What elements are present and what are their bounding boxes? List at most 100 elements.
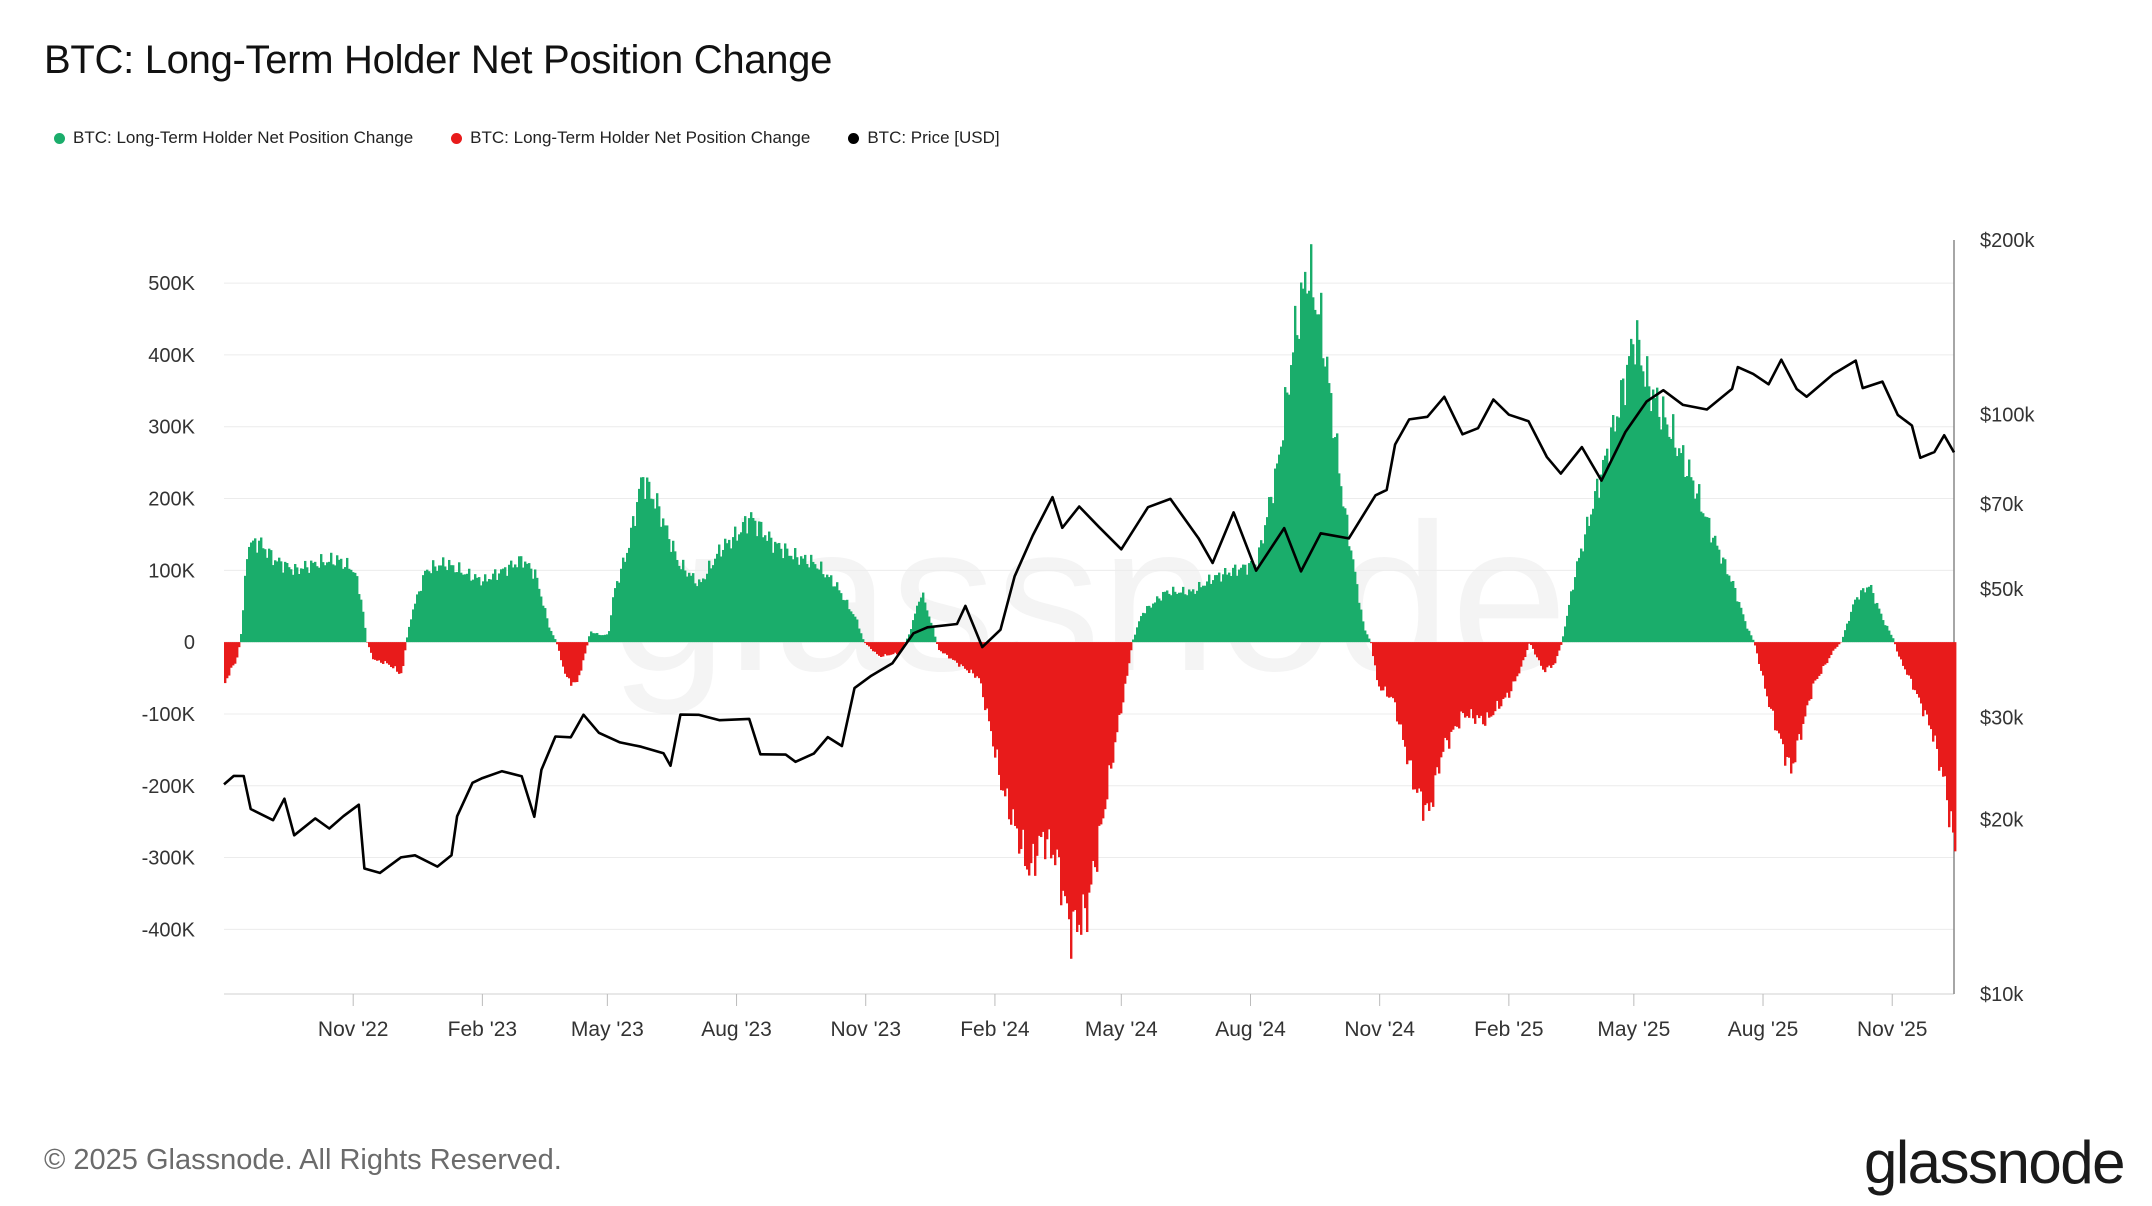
lth-negative-bar	[1432, 642, 1435, 807]
lth-positive-bar	[480, 585, 483, 643]
lth-negative-bar	[1536, 642, 1539, 658]
lth-negative-bar	[1772, 642, 1775, 711]
lth-positive-bar	[684, 570, 687, 643]
lth-positive-bar	[768, 531, 771, 643]
lth-negative-bar	[994, 642, 997, 758]
lth-positive-bar	[1574, 577, 1577, 643]
lth-positive-bar	[738, 534, 741, 643]
lth-positive-bar	[1176, 593, 1179, 643]
lth-negative-bar	[1128, 642, 1131, 664]
lth-negative-bar	[956, 642, 959, 663]
lth-positive-bar	[592, 633, 595, 643]
lth-positive-bar	[1276, 463, 1279, 643]
lth-negative-bar	[1894, 642, 1897, 645]
lth-positive-bar	[1202, 585, 1205, 643]
lth-positive-bar	[690, 575, 693, 643]
lth-positive-bar	[754, 520, 757, 643]
lth-positive-bar	[1196, 590, 1199, 643]
lth-positive-bar	[770, 537, 773, 643]
lth-negative-bar	[988, 642, 991, 722]
lth-negative-bar	[574, 642, 577, 683]
lth-positive-bar	[696, 586, 699, 643]
lth-positive-bar	[1170, 595, 1173, 643]
lth-negative-bar	[894, 642, 897, 653]
lth-positive-bar	[1868, 586, 1871, 643]
lth-negative-bar	[1926, 642, 1929, 715]
lth-positive-bar	[1156, 596, 1159, 643]
lth-positive-bar	[1678, 448, 1681, 643]
lth-negative-bar	[368, 642, 371, 648]
x-axis-tick-label: May '23	[571, 1018, 644, 1041]
lth-negative-bar	[396, 642, 399, 672]
lth-positive-bar	[1262, 543, 1265, 643]
lth-positive-bar	[1334, 437, 1337, 643]
lth-negative-bar	[1078, 642, 1081, 925]
lth-negative-bar	[560, 642, 563, 661]
lth-positive-bar	[1286, 392, 1289, 643]
lth-positive-bar	[362, 611, 365, 643]
lth-negative-bar	[1092, 642, 1095, 861]
lth-positive-bar	[752, 517, 755, 643]
lth-positive-bar	[652, 499, 655, 643]
legend-item-lth-negative[interactable]: BTC: Long-Term Holder Net Position Chang…	[451, 128, 810, 148]
lth-positive-bar	[424, 570, 427, 643]
lth-positive-bar	[760, 521, 763, 643]
lth-negative-bar	[890, 642, 893, 655]
legend-item-price[interactable]: BTC: Price [USD]	[848, 128, 1000, 148]
lth-negative-bar	[880, 642, 883, 658]
lth-positive-bar	[916, 605, 919, 643]
lth-positive-bar	[1198, 581, 1201, 643]
lth-negative-bar	[1090, 642, 1093, 885]
lth-positive-bar	[1684, 476, 1687, 643]
lth-negative-bar	[1104, 642, 1107, 810]
lth-positive-bar	[840, 593, 843, 643]
lth-positive-bar	[534, 569, 537, 643]
lth-positive-bar	[1148, 605, 1151, 643]
lth-negative-bar	[1102, 642, 1105, 819]
lth-positive-bar	[1722, 557, 1725, 643]
lth-positive-bar	[734, 526, 737, 643]
lth-positive-bar	[1582, 551, 1585, 643]
lth-positive-bar	[614, 588, 617, 643]
lth-negative-bar	[942, 642, 945, 654]
lth-negative-bar	[1010, 642, 1013, 825]
lth-positive-bar	[1846, 623, 1849, 643]
lth-positive-bar	[1332, 438, 1335, 643]
lth-negative-bar	[1520, 642, 1523, 667]
lth-negative-bar	[1496, 642, 1499, 701]
x-axis-tick-label: Nov '24	[1344, 1018, 1415, 1041]
lth-positive-bar	[410, 619, 413, 643]
lth-negative-bar	[1512, 642, 1515, 682]
lth-positive-bar	[1682, 445, 1685, 643]
lth-positive-bar	[802, 558, 805, 643]
lth-negative-bar	[1438, 642, 1441, 774]
lth-negative-bar	[1030, 642, 1033, 864]
lth-negative-bar	[1044, 642, 1047, 860]
lth-positive-bar	[1274, 468, 1277, 643]
lth-negative-bar	[962, 642, 965, 667]
lth-positive-bar	[1150, 607, 1153, 643]
lth-negative-bar	[1818, 642, 1821, 676]
lth-positive-bar	[1636, 320, 1639, 643]
legend-label: BTC: Long-Term Holder Net Position Chang…	[470, 128, 811, 147]
lth-positive-bar	[1718, 549, 1721, 643]
lth-positive-bar	[794, 548, 797, 643]
lth-negative-bar	[1778, 642, 1781, 734]
lth-positive-bar	[1680, 453, 1683, 643]
lth-positive-bar	[264, 549, 267, 643]
lth-positive-bar	[504, 567, 507, 643]
lth-negative-bar	[1404, 642, 1407, 747]
lth-positive-bar	[1578, 557, 1581, 643]
lth-negative-bar	[232, 642, 235, 666]
lth-negative-bar	[1912, 642, 1915, 690]
lth-negative-bar	[998, 642, 1001, 775]
lth-positive-bar	[1252, 565, 1255, 643]
lth-negative-bar	[564, 642, 567, 674]
lth-negative-bar	[1914, 642, 1917, 691]
lth-positive-bar	[1880, 613, 1883, 643]
lth-positive-bar	[312, 562, 315, 643]
lth-positive-bar	[634, 525, 637, 643]
lth-negative-bar	[1820, 642, 1823, 674]
legend-item-lth-positive[interactable]: BTC: Long-Term Holder Net Position Chang…	[54, 128, 413, 148]
